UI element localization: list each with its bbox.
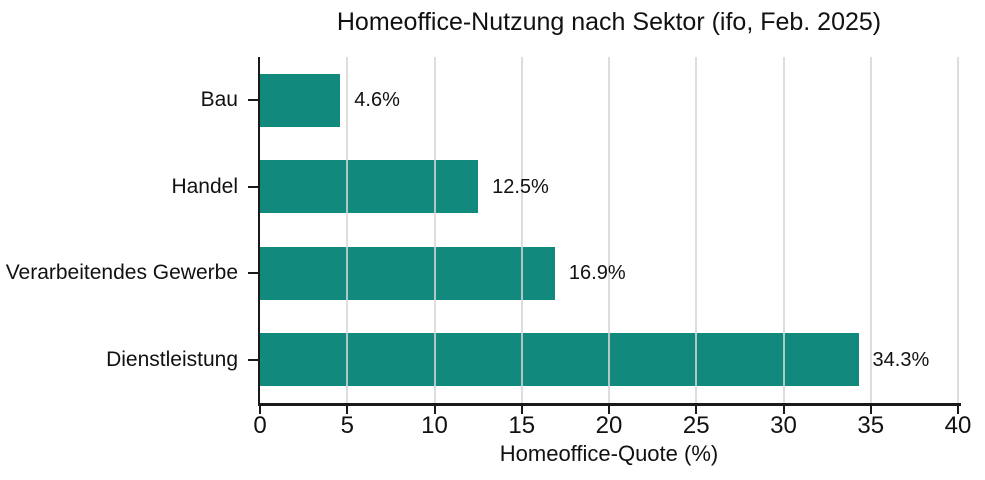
gridline-5 bbox=[346, 57, 349, 403]
x-tick-20 bbox=[608, 403, 610, 414]
gridline-30 bbox=[782, 57, 785, 403]
x-tick-label-20: 20 bbox=[595, 412, 623, 439]
y-tick bbox=[248, 358, 258, 361]
x-tick-label-0: 0 bbox=[253, 412, 267, 439]
x-tick-40 bbox=[957, 403, 959, 414]
gridline-35 bbox=[869, 57, 872, 403]
chart-title: Homeoffice-Nutzung nach Sektor (ifo, Feb… bbox=[336, 8, 882, 36]
gridline-25 bbox=[695, 57, 698, 403]
x-tick-10 bbox=[433, 403, 436, 414]
category-label-handel: Handel bbox=[171, 174, 238, 198]
gridline-10 bbox=[433, 57, 436, 403]
x-tick-label-10: 10 bbox=[421, 412, 448, 439]
y-tick bbox=[248, 272, 258, 275]
value-label-verarbeitendes-gewerbe: 16.9% bbox=[568, 262, 626, 285]
x-tick-30 bbox=[782, 403, 785, 414]
x-axis-title: Homeoffice-Quote (%) bbox=[499, 441, 719, 466]
y-tick bbox=[248, 99, 258, 102]
x-tick-label-40: 40 bbox=[944, 412, 972, 439]
value-label-handel: 12.5% bbox=[492, 175, 549, 198]
category-label-dienstleistung: Dienstleistung bbox=[106, 347, 238, 371]
x-tick-label-5: 5 bbox=[340, 412, 354, 439]
bar-verarbeitendes-gewerbe bbox=[260, 246, 555, 300]
bar-handel bbox=[260, 160, 479, 214]
x-tick-label-25: 25 bbox=[682, 412, 710, 439]
x-tick-35 bbox=[869, 403, 872, 414]
bar-dienstleistung bbox=[260, 333, 859, 387]
value-label-bau: 4.6% bbox=[354, 89, 400, 112]
category-label-bau: Bau bbox=[200, 88, 238, 112]
x-tick-label-35: 35 bbox=[857, 412, 885, 439]
value-label-dienstleistung: 34.3% bbox=[872, 348, 930, 371]
gridline-40 bbox=[957, 57, 959, 403]
y-tick bbox=[248, 185, 258, 188]
x-tick-15 bbox=[520, 403, 523, 414]
y-axis-line bbox=[258, 57, 260, 406]
gridline-20 bbox=[608, 57, 610, 403]
category-label-verarbeitendes-gewerbe: Verarbeitendes Gewerbe bbox=[5, 261, 238, 285]
x-tick-0 bbox=[259, 403, 261, 414]
x-tick-label-30: 30 bbox=[770, 412, 797, 439]
gridline-15 bbox=[520, 57, 523, 403]
bar-bau bbox=[260, 73, 341, 127]
x-tick-label-15: 15 bbox=[508, 412, 536, 439]
x-tick-5 bbox=[346, 403, 349, 414]
x-tick-25 bbox=[695, 403, 698, 414]
